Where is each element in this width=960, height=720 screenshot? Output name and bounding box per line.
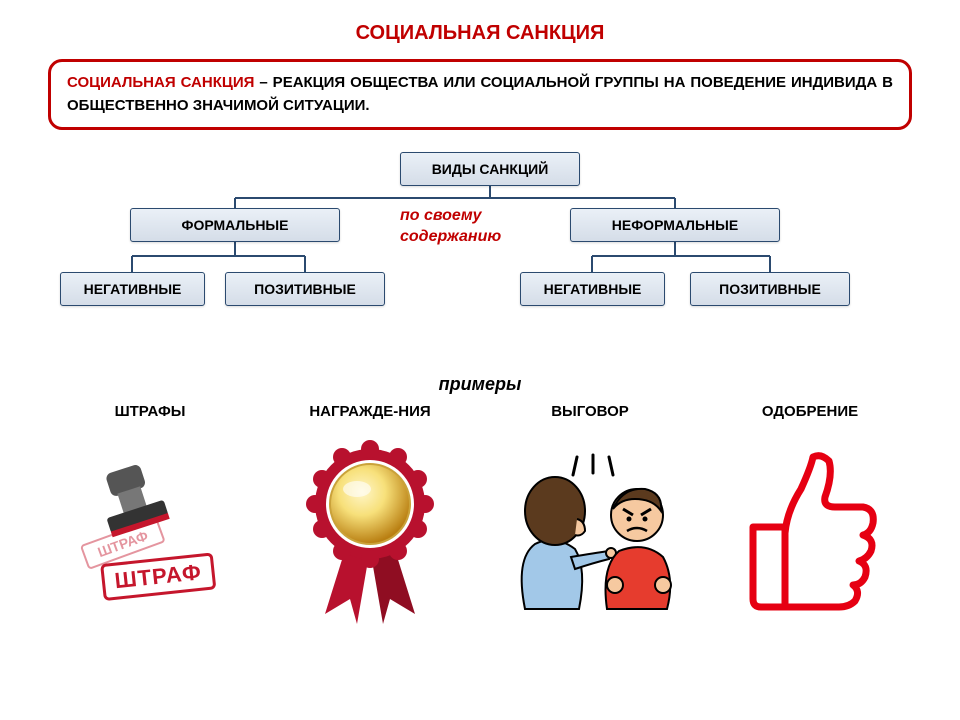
node-informal: НЕФОРМАЛЬНЫЕ	[570, 208, 780, 242]
node-formal-positive: ПОЗИТИВНЫЕ	[225, 272, 385, 306]
node-informal-positive: ПОЗИТИВНЫЕ	[690, 272, 850, 306]
example-label: ОДОБРЕНИЕ	[710, 403, 910, 441]
reprimand-icon	[490, 449, 690, 619]
tree-diagram: ВИДЫ САНКЦИЙ по своему содержанию ФОРМАЛ…	[0, 152, 960, 372]
example-fines: ШТРАФЫ ШТРАФ ШТРАФ	[50, 403, 250, 619]
stamp-icon: ШТРАФ ШТРАФ	[50, 449, 250, 619]
thumbs-up-icon	[710, 449, 910, 619]
example-label: НАГРАЖДЕ-НИЯ	[270, 403, 470, 441]
example-label: ВЫГОВОР	[490, 403, 690, 441]
node-formal-negative: НЕГАТИВНЫЕ	[60, 272, 205, 306]
page-title: СОЦИАЛЬНАЯ САНКЦИЯ	[0, 0, 960, 45]
node-formal: ФОРМАЛЬНЫЕ	[130, 208, 340, 242]
definition-term: СОЦИАЛЬНАЯ САНКЦИЯ	[67, 74, 254, 91]
medal-icon	[270, 449, 470, 619]
example-approval: ОДОБРЕНИЕ	[710, 403, 910, 619]
example-awards: НАГРАЖДЕ-НИЯ	[270, 403, 470, 619]
example-label: ШТРАФЫ	[50, 403, 250, 441]
tree-mid-label: по своему содержанию	[400, 206, 501, 248]
examples-row: ШТРАФЫ ШТРАФ ШТРАФ	[0, 403, 960, 619]
examples-title: примеры	[0, 374, 960, 395]
node-root: ВИДЫ САНКЦИЙ	[400, 152, 580, 186]
example-reprimand: ВЫГОВОР	[490, 403, 690, 619]
node-informal-negative: НЕГАТИВНЫЕ	[520, 272, 665, 306]
mid-label-line2: содержанию	[400, 228, 501, 245]
definition-box: СОЦИАЛЬНАЯ САНКЦИЯ – РЕАКЦИЯ ОБЩЕСТВА ИЛ…	[48, 59, 912, 130]
mid-label-line1: по своему	[400, 207, 482, 224]
